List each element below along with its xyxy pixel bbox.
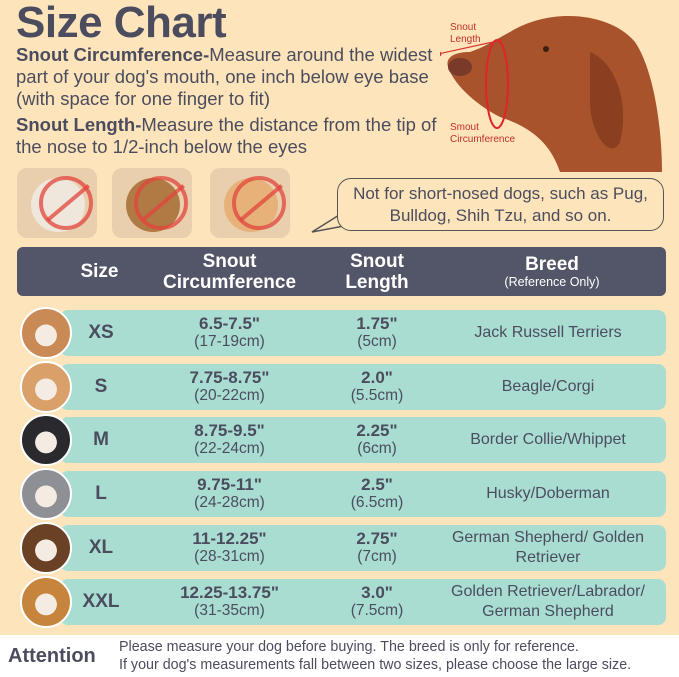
length-inches: 3.0" (361, 582, 393, 602)
circumference-inches: 8.75-9.5" (194, 421, 265, 441)
attention-label: Attention (8, 645, 96, 667)
short-nose-warning: Not for short-nosed dogs, such as Pug, B… (337, 178, 664, 231)
circumference-inches: 12.25-13.75" (180, 582, 279, 602)
circumference-label: Snout Circumference- (16, 44, 210, 65)
table-row: L 9.75-11" (24-28cm) 2.5" (6.5cm) Husky/Do… (60, 471, 666, 518)
circumference-cell: 6.5-7.5" (17-19cm) (142, 310, 317, 356)
circumference-cm: (17-19cm) (194, 333, 265, 350)
dog-avatar (20, 468, 72, 521)
circumference-inches: 9.75-11" (197, 475, 262, 495)
breed-cell: Husky/Doberman (486, 485, 610, 503)
attention-note: Please measure your dog before buying. T… (119, 638, 631, 674)
size-cell: XS (88, 322, 114, 343)
length-inches: 2.5" (361, 475, 393, 495)
table-row: S 7.75-8.75" (20-22cm) 2.0" (5.5cm) Beagle… (60, 363, 666, 410)
header-size: Size (80, 261, 119, 282)
breed-cell: Golden Retriever/Labrador/ German Shephe… (451, 582, 645, 620)
no-bulldog-image (17, 168, 97, 238)
header-circumference: Snout Circumference (162, 250, 297, 293)
dog-avatar (20, 521, 72, 574)
circumference-inches: 7.75-8.75" (189, 367, 270, 387)
size-cell: XXL (82, 590, 120, 612)
attention-footer (0, 635, 679, 677)
size-cell: S (94, 375, 108, 397)
circumference-cell: 12.25-13.75" (31-35cm) (142, 579, 317, 625)
circumference-cell: 11-12.25" (28-31cm) (142, 525, 317, 571)
snout-circumference-label: Smout Circumference (450, 122, 516, 145)
length-cm: (6cm) (357, 440, 397, 458)
size-cell: XL (88, 536, 114, 558)
length-text: Measure the distance from the tip of the… (16, 114, 437, 157)
circumference-cm: (22-24cm) (194, 440, 265, 458)
page-title: Size Chart (16, 0, 227, 47)
dog-avatar (20, 575, 72, 628)
length-inches: 2.25" (356, 421, 398, 441)
table-header: Size Snout Circumference Snout Length Br… (17, 247, 666, 296)
circumference-text: Measure around the widest part of your d… (16, 44, 433, 109)
breed-cell: Beagle/Corgi (501, 377, 595, 395)
speech-bubble-tail (311, 212, 344, 233)
breed-cell: Jack Russell Terriers (474, 324, 622, 341)
header-breed-label: Breed (525, 254, 579, 275)
length-label: Snout Length- (16, 114, 142, 135)
length-cm: (7.5cm) (350, 601, 404, 619)
circumference-cell: 9.75-11" (24-28cm) (142, 471, 317, 517)
size-cell: M (93, 429, 109, 451)
dog-avatar (20, 360, 72, 413)
table-row: XL 11-12.25" (28-31cm) 2.75" (7cm) German … (60, 524, 666, 571)
attention-line-1: Please measure your dog before buying. T… (119, 639, 579, 655)
circumference-cm: (20-22cm) (194, 386, 265, 404)
length-cell: 1.75" (5cm) (317, 310, 437, 356)
dog-measurement-image (440, 16, 662, 172)
circumference-cell: 7.75-8.75" (20-22cm) (142, 364, 317, 410)
length-inches: 1.75" (356, 314, 398, 333)
attention-line-2: If your dog's measurements fall between … (119, 657, 632, 673)
length-cm: (6.5cm) (350, 494, 404, 512)
circumference-cm: (28-31cm) (194, 547, 265, 565)
length-inches: 2.75" (356, 528, 398, 548)
length-cell: 2.25" (6cm) (317, 417, 437, 463)
header-breed-note: (Reference Only) (504, 275, 600, 289)
length-cm: (5cm) (357, 333, 397, 350)
no-pomeranian-image (210, 168, 290, 238)
length-cell: 2.0" (5.5cm) (317, 364, 437, 410)
circumference-inches: 6.5-7.5" (199, 314, 260, 333)
length-cell: 3.0" (7.5cm) (317, 579, 437, 625)
circumference-instructions: Snout Circumference-Measure around the w… (16, 44, 446, 110)
circumference-cell: 8.75-9.5" (22-24cm) (142, 417, 317, 463)
no-french-bulldog-image (112, 168, 192, 238)
snout-length-label: Snout Length (450, 22, 481, 45)
breed-cell: German Shepherd/ Golden Retriever (451, 528, 645, 566)
dog-avatar (20, 414, 72, 467)
length-instructions: Snout Length-Measure the distance from t… (16, 114, 446, 158)
table-row: M 8.75-9.5" (22-24cm) 2.25" (6cm) Border C… (60, 417, 666, 464)
circumference-cm: (31-35cm) (194, 601, 265, 619)
header-length: Snout Length (345, 250, 409, 293)
circumference-inches: 11-12.25" (192, 528, 267, 548)
circumference-cm: (24-28cm) (194, 494, 265, 512)
length-inches: 2.0" (361, 367, 393, 387)
length-cell: 2.5" (6.5cm) (317, 471, 437, 517)
length-cm: (7cm) (357, 547, 397, 565)
length-cell: 2.75" (7cm) (317, 525, 437, 571)
dog-avatar (20, 307, 72, 359)
size-cell: L (95, 483, 107, 505)
table-row: XS 6.5-7.5" (17-19cm) 1.75" (5cm) Jack Rus… (60, 310, 666, 356)
header-breed: Breed (Reference Only) (447, 247, 657, 296)
breed-cell: Border Collie/Whippet (470, 431, 626, 449)
length-cm: (5.5cm) (350, 386, 404, 404)
table-row: XXL 12.25-13.75" (31-35cm) 3.0" (7.5cm) Go… (60, 578, 666, 625)
